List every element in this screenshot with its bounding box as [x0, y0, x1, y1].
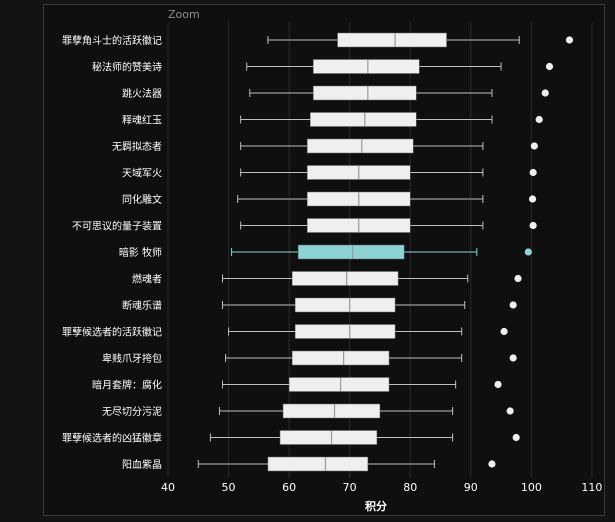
- x-tick-label: 100: [521, 481, 542, 494]
- y-tick-label: 燃魂者: [132, 273, 162, 286]
- outlier-point[interactable]: [529, 221, 537, 230]
- box[interactable]: [291, 350, 390, 366]
- box[interactable]: [310, 112, 417, 127]
- outlier-point[interactable]: [494, 380, 502, 389]
- y-tick-label: 不可思议的量子装置: [72, 220, 162, 233]
- x-tick-label: 50: [222, 481, 236, 494]
- box[interactable]: [294, 297, 396, 313]
- y-tick-label: 秘法师的赞美诗: [92, 61, 162, 74]
- outlier-point[interactable]: [545, 62, 554, 71]
- box[interactable]: [267, 456, 369, 472]
- y-tick-label: 罪孽角斗士的活跃徽记: [62, 34, 162, 47]
- outlier-point[interactable]: [509, 301, 517, 309]
- x-tick-label: 80: [403, 481, 417, 494]
- outlier-point[interactable]: [535, 115, 543, 124]
- y-tick-label: 暗影 牧师: [119, 246, 162, 259]
- box[interactable]: [291, 271, 399, 286]
- box[interactable]: [313, 85, 417, 101]
- outlier-point[interactable]: [541, 89, 549, 97]
- box[interactable]: [307, 138, 414, 154]
- y-tick-label: 同化雕文: [122, 193, 162, 206]
- y-tick-label: 天域军火: [122, 167, 162, 180]
- x-tick-label: 40: [161, 481, 175, 494]
- x-axis-title: 积分: [365, 499, 387, 513]
- x-tick-label: 110: [581, 481, 602, 494]
- outlier-point[interactable]: [514, 274, 522, 283]
- box[interactable]: [294, 324, 396, 339]
- y-tick-label: 暗月套牌：腐化: [92, 379, 162, 392]
- y-tick-label: 阳血紫晶: [122, 458, 162, 471]
- box[interactable]: [279, 430, 378, 445]
- outlier-point[interactable]: [528, 195, 537, 203]
- zoom-label[interactable]: Zoom: [168, 8, 200, 21]
- outlier-point[interactable]: [524, 248, 532, 256]
- y-tick-label: 释魂红玉: [122, 114, 162, 127]
- x-tick-label: 90: [464, 481, 478, 494]
- y-tick-label: 跳火法器: [122, 87, 162, 100]
- y-tick-label: 罪孽候选者的活跃徽记: [62, 326, 162, 339]
- y-tick-label: 无尽切分污泥: [102, 405, 162, 418]
- y-tick-label: 无羁拟态者: [112, 140, 162, 153]
- box[interactable]: [337, 32, 447, 48]
- y-tick-label: 断魂乐谱: [122, 299, 162, 312]
- box[interactable]: [288, 377, 390, 392]
- outlier-point[interactable]: [509, 354, 517, 362]
- outlier-point[interactable]: [506, 407, 514, 415]
- x-tick-label: 60: [282, 481, 296, 494]
- box-highlighted[interactable]: [297, 244, 405, 260]
- outlier-point[interactable]: [500, 327, 508, 336]
- y-tick-label: 罪孽候选者的凶猛徽章: [62, 432, 162, 445]
- outlier-point[interactable]: [512, 433, 520, 442]
- outlier-point[interactable]: [565, 36, 574, 44]
- outlier-point[interactable]: [529, 168, 537, 177]
- box[interactable]: [313, 59, 420, 74]
- outlier-point[interactable]: [488, 460, 496, 468]
- outlier-point[interactable]: [530, 142, 538, 150]
- box[interactable]: [282, 403, 381, 419]
- y-tick-label: 卑贱爪牙挎包: [102, 352, 162, 365]
- x-tick-label: 70: [343, 481, 357, 494]
